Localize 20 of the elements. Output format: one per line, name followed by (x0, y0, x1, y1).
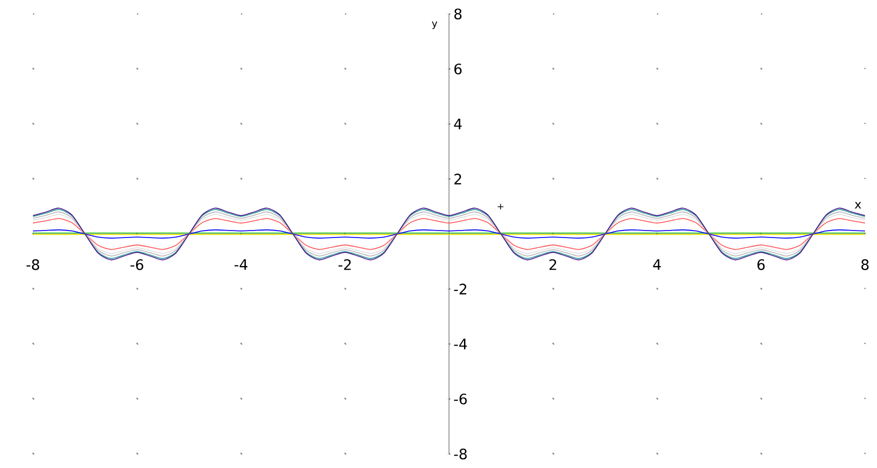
y-axis-title: y (432, 21, 438, 30)
y-tick-label: 2 (454, 174, 462, 184)
y-tick-label: -6 (454, 394, 467, 404)
x-tick-label: -4 (234, 259, 248, 270)
line-series (32, 229, 866, 239)
x-tick-label: -6 (130, 259, 144, 270)
x-axis-title: x (854, 202, 862, 209)
y-tick-label: 4 (454, 118, 462, 130)
y-tick-label: -8 (454, 448, 467, 460)
x-tick-label: 4 (653, 259, 661, 270)
x-tick-label: 6 (757, 259, 765, 270)
y-tick-label: -2 (454, 284, 466, 294)
y-tick-label: 6 (454, 64, 462, 74)
x-tick-label: -8 (26, 259, 40, 270)
x-tick-label: -2 (338, 259, 351, 270)
annotation: + (498, 204, 504, 210)
y-tick-label: 8 (454, 8, 462, 20)
y-tick-label: -4 (454, 338, 467, 350)
x-tick-label: 2 (549, 259, 556, 270)
x-tick-label: 8 (861, 259, 869, 270)
